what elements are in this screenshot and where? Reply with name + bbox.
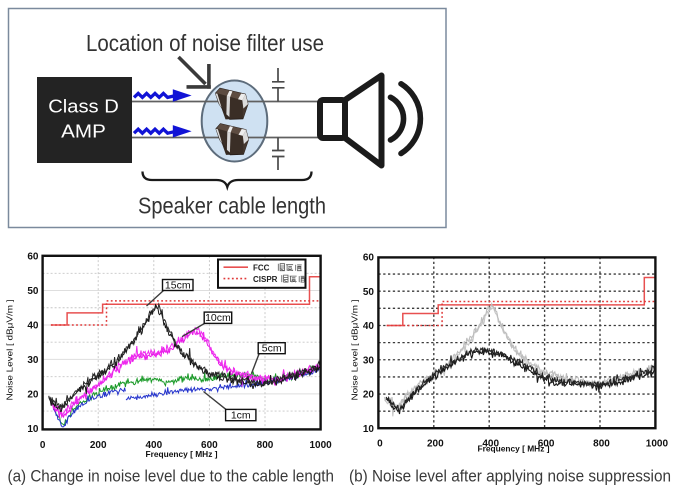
svg-text:200: 200 [427,439,444,450]
svg-text:30: 30 [27,355,39,366]
svg-text:1cm: 1cm [231,410,251,422]
svg-text:30: 30 [363,355,375,366]
svg-text:10cm: 10cm [205,312,231,324]
svg-text:0: 0 [377,439,383,450]
svg-text:60: 60 [363,253,375,264]
svg-text:5cm: 5cm [262,343,282,355]
svg-text:0: 0 [40,440,46,451]
svg-text:40: 40 [27,321,39,332]
svg-text:FCC: FCC [253,263,270,272]
svg-text:400: 400 [482,439,499,450]
svg-text:10: 10 [363,424,375,435]
svg-text:(b) Noise level after applying: (b) Noise level after applying noise sup… [349,467,671,486]
svg-text:20: 20 [27,390,39,401]
svg-text:10: 10 [27,424,39,435]
svg-text:Location of noise filter use: Location of noise filter use [86,30,324,56]
svg-text:Speaker cable length: Speaker cable length [138,193,326,219]
svg-text:Frequency [ MHz ]: Frequency [ MHz ] [478,444,550,454]
svg-text:40: 40 [363,321,375,332]
svg-text:AMP: AMP [61,122,106,142]
svg-text:800: 800 [593,439,610,450]
svg-text:200: 200 [90,440,107,451]
svg-text:60: 60 [27,252,39,263]
svg-text:CISPR: CISPR [253,275,278,284]
svg-text:20: 20 [363,390,375,401]
svg-text:15cm: 15cm [165,279,191,291]
svg-text:(a) Change in noise level due: (a) Change in noise level due to the cab… [8,466,335,485]
svg-text:50: 50 [27,286,39,297]
svg-text:Class D: Class D [48,97,119,117]
svg-text:Noise Level [ dBμV/m ]: Noise Level [ dBμV/m ] [350,300,360,401]
svg-text:800: 800 [257,440,274,451]
svg-text:1000: 1000 [646,439,669,450]
svg-text:1000: 1000 [309,440,332,451]
svg-text:400: 400 [145,440,162,451]
svg-text:Frequency [ MHz ]: Frequency [ MHz ] [146,449,218,459]
svg-text:Noise Level [ dBμV/m ]: Noise Level [ dBμV/m ] [5,300,15,401]
svg-text:600: 600 [538,439,555,450]
svg-text:600: 600 [201,440,218,451]
svg-text:50: 50 [363,287,375,298]
